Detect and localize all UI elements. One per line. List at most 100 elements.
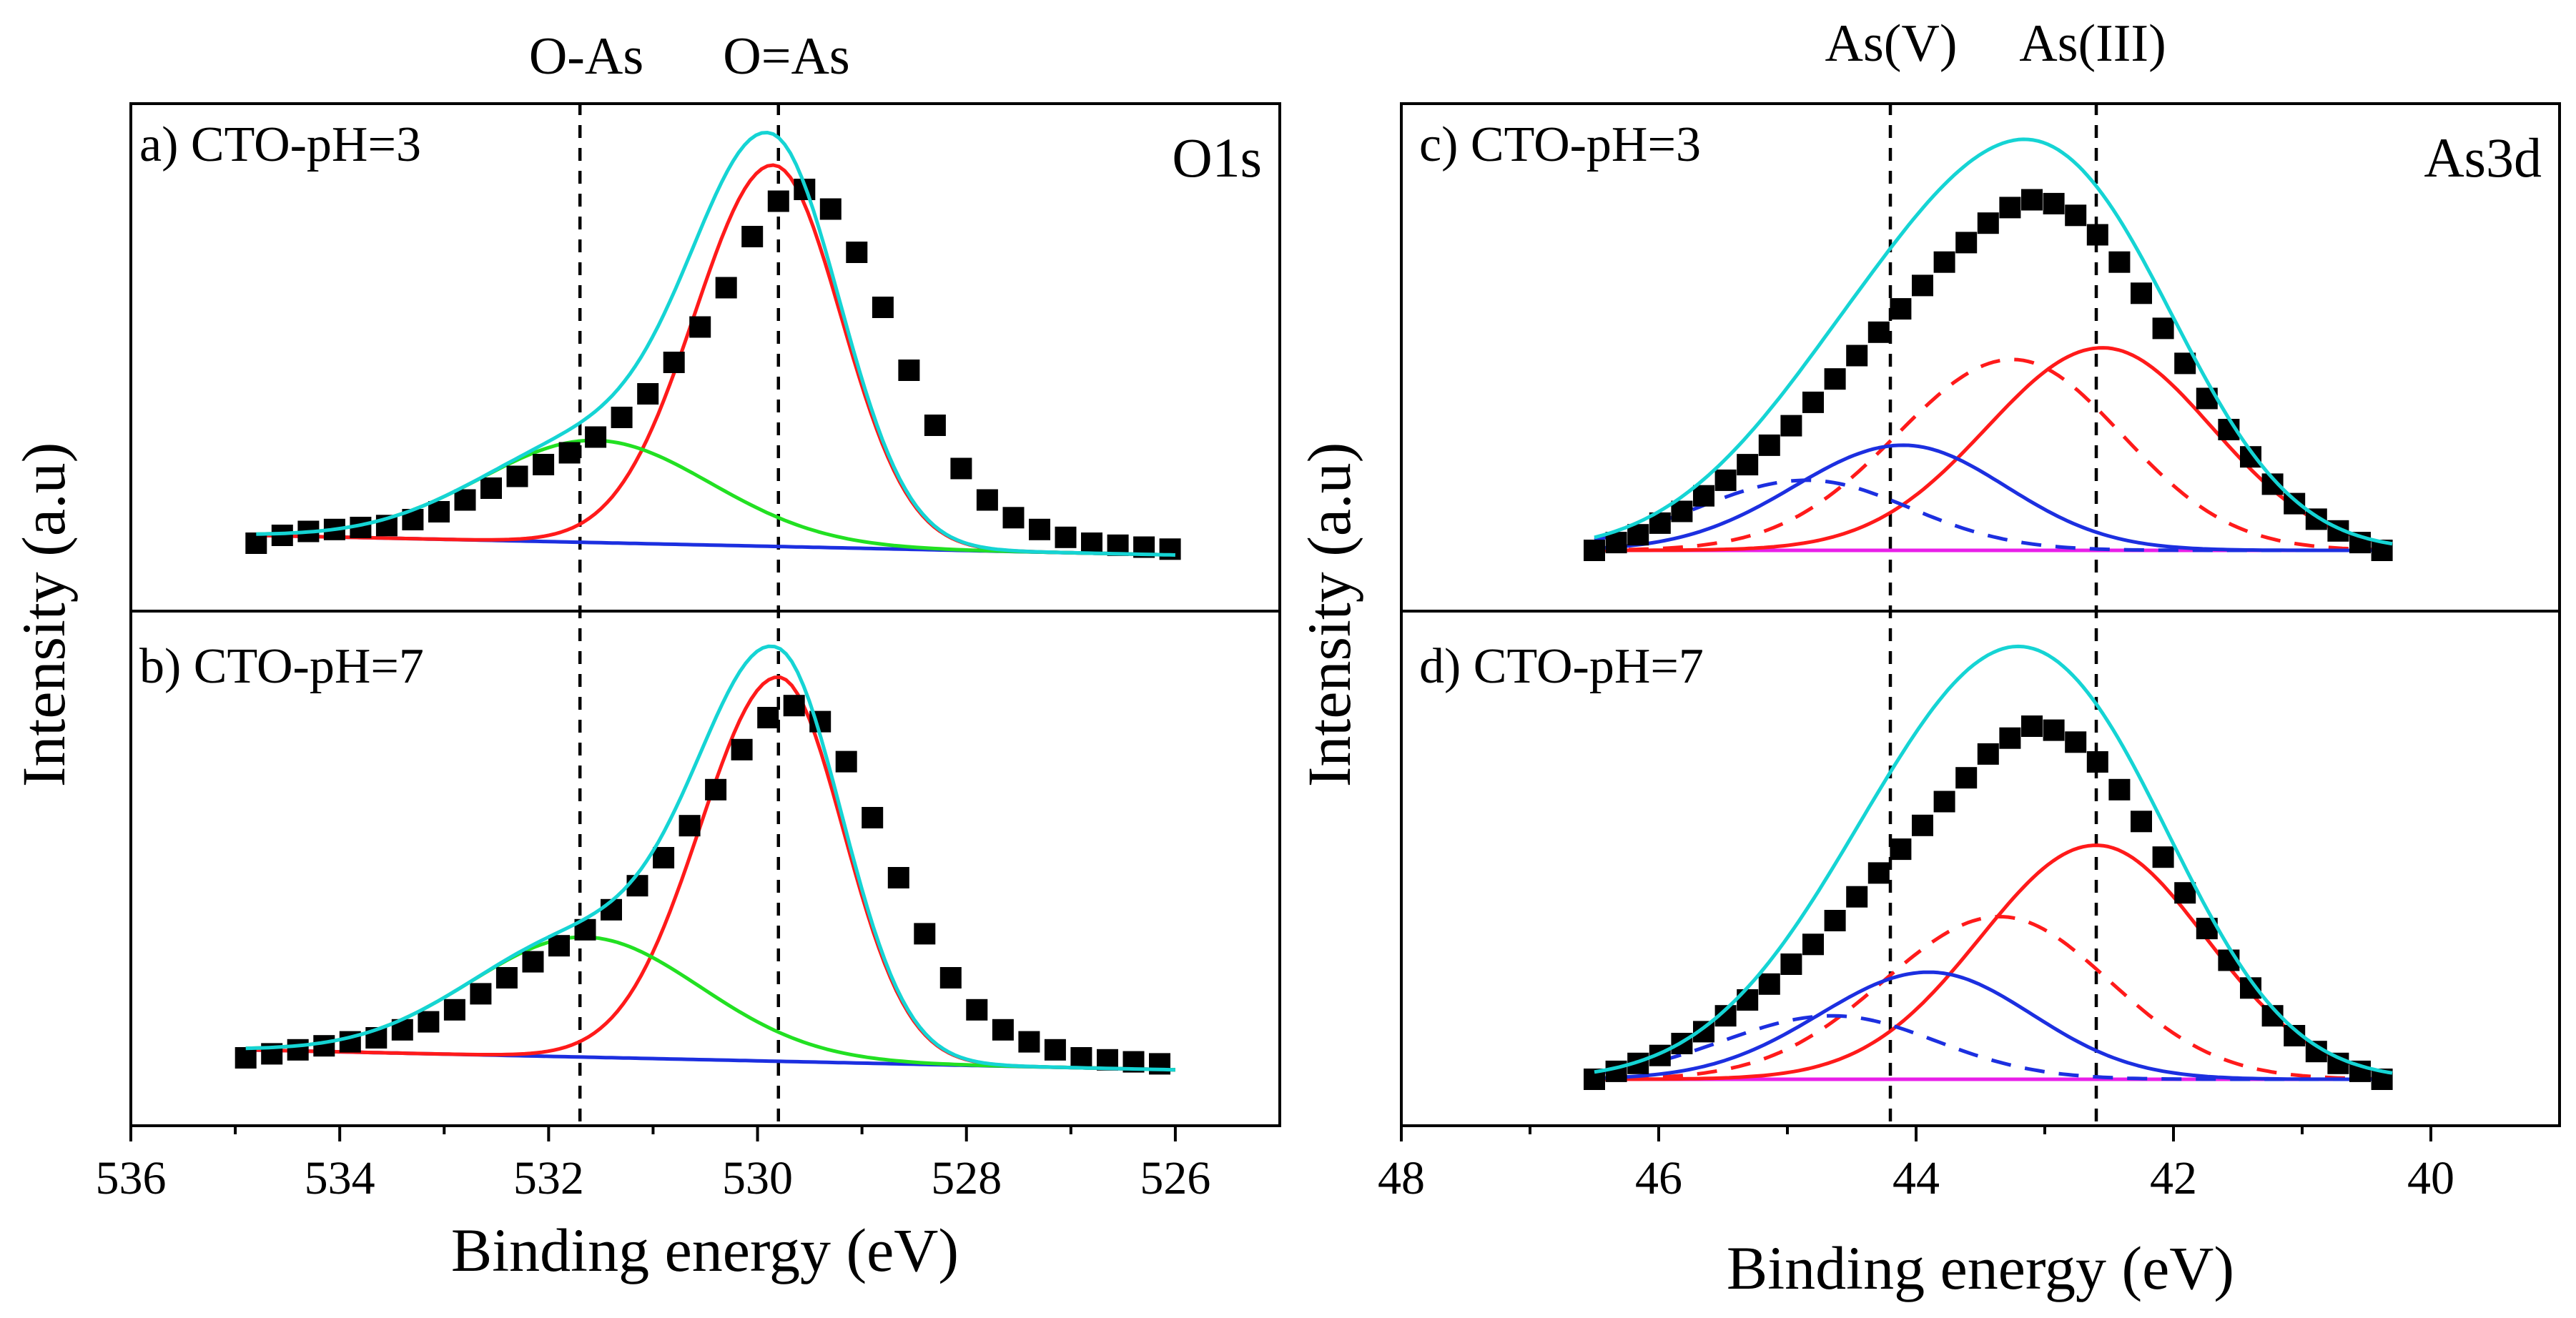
data-point	[924, 415, 946, 436]
panel-b	[235, 644, 1175, 1075]
as3d-reference-lines	[1888, 102, 2098, 1122]
data-point	[1977, 212, 1999, 234]
data-point	[2043, 719, 2065, 741]
data-point	[846, 242, 868, 263]
data-point	[2174, 882, 2196, 904]
data-point	[522, 951, 544, 973]
data-point	[637, 383, 659, 405]
data-point	[2021, 715, 2043, 737]
data-point	[2152, 846, 2174, 868]
data-point	[653, 847, 675, 868]
data-point	[2131, 811, 2152, 833]
data-point	[2086, 224, 2108, 246]
data-point	[495, 967, 518, 988]
data-point	[976, 489, 998, 511]
data-point	[1933, 251, 1955, 273]
data-point	[939, 967, 962, 988]
data-point	[1890, 298, 1912, 320]
o-as-double-label: O=As	[723, 27, 849, 86]
x-tick-label: 532	[513, 1152, 584, 1204]
data-point	[663, 352, 685, 373]
data-point	[1693, 485, 1714, 507]
fit-component-curve	[1594, 443, 2392, 553]
data-point	[783, 695, 805, 717]
fit-component-curve	[1594, 915, 2392, 1081]
data-point	[950, 457, 972, 480]
data-point	[313, 1035, 335, 1057]
fit-component-curve	[1594, 970, 2392, 1081]
fit-component-curve	[1594, 346, 2393, 553]
data-point	[235, 1047, 257, 1069]
data-point	[1002, 507, 1025, 529]
data-point	[287, 1039, 309, 1061]
data-point	[872, 297, 894, 318]
x-tick-label: 526	[1140, 1152, 1210, 1204]
data-point	[443, 999, 465, 1021]
data-point	[1737, 454, 1759, 476]
data-point	[585, 426, 607, 448]
data-point	[1044, 1039, 1066, 1061]
fit-component-curve	[245, 675, 1175, 1072]
data-point	[2108, 778, 2131, 801]
data-point	[1824, 368, 1846, 390]
o1s-plot-frame	[129, 102, 1281, 1127]
envelope-fit-curve	[1594, 137, 2393, 546]
data-point	[1867, 321, 1890, 343]
fit-component-curve	[1594, 843, 2393, 1081]
data-point	[1999, 197, 2021, 219]
envelope-fit-curve	[256, 131, 1175, 557]
data-point	[966, 999, 988, 1021]
as3d-plot-frame	[1400, 102, 2561, 1127]
data-point	[741, 226, 764, 247]
x-tick-label: 530	[722, 1152, 793, 1204]
panel-d-label: d) CTO-pH=7	[1419, 639, 1704, 694]
data-point	[1627, 524, 1649, 546]
data-point	[480, 477, 502, 499]
as3d-chart: 48 46 44 42 40 As3d c) CTO-pH=3 d) CTO-pH=7 …	[1295, 14, 2561, 1302]
x-tick-label: 48	[1378, 1152, 1425, 1204]
o1s-reference-lines	[578, 102, 781, 1122]
data-point	[626, 875, 648, 897]
data-point	[470, 983, 492, 1005]
data-point	[2065, 204, 2087, 227]
data-point	[1737, 989, 1759, 1011]
data-point	[1780, 415, 1802, 437]
data-point	[418, 1011, 440, 1033]
data-point	[2065, 731, 2087, 753]
data-point	[1824, 910, 1846, 931]
data-point	[887, 867, 909, 888]
as3d-x-ticks: 48 46 44 42 40	[1378, 1126, 2454, 1204]
data-point	[914, 923, 936, 945]
x-tick-label: 40	[2407, 1152, 2454, 1204]
o-as-single-label: O-As	[529, 27, 643, 86]
as3d-y-axis-label: Intensity (a.u)	[1295, 442, 1363, 787]
data-point	[731, 738, 753, 760]
data-point	[1955, 767, 1978, 789]
data-point	[1758, 973, 1780, 995]
panel-a-label: a) CTO-pH=3	[139, 117, 421, 172]
data-point	[1584, 540, 1605, 561]
data-point	[715, 277, 737, 299]
data-point	[1605, 532, 1627, 554]
data-point	[1977, 743, 1999, 765]
envelope-fit-curve	[245, 644, 1175, 1072]
data-point	[2131, 282, 2152, 304]
x-tick-label: 536	[96, 1152, 167, 1204]
data-point	[1081, 532, 1102, 554]
panel-c	[1584, 137, 2393, 561]
data-point	[548, 935, 570, 957]
data-point	[2152, 317, 2174, 340]
panel-a	[245, 131, 1181, 560]
x-tick-label: 44	[1892, 1152, 1940, 1204]
data-point	[1955, 232, 1978, 254]
data-point	[558, 442, 581, 464]
data-point	[678, 815, 701, 837]
data-point	[1802, 933, 1824, 956]
data-point	[1070, 1047, 1092, 1069]
data-point	[2043, 192, 2065, 214]
data-point	[1846, 886, 1868, 908]
x-tick-label: 534	[305, 1152, 375, 1204]
data-point	[1758, 434, 1780, 456]
x-tick-label: 42	[2150, 1152, 2197, 1204]
